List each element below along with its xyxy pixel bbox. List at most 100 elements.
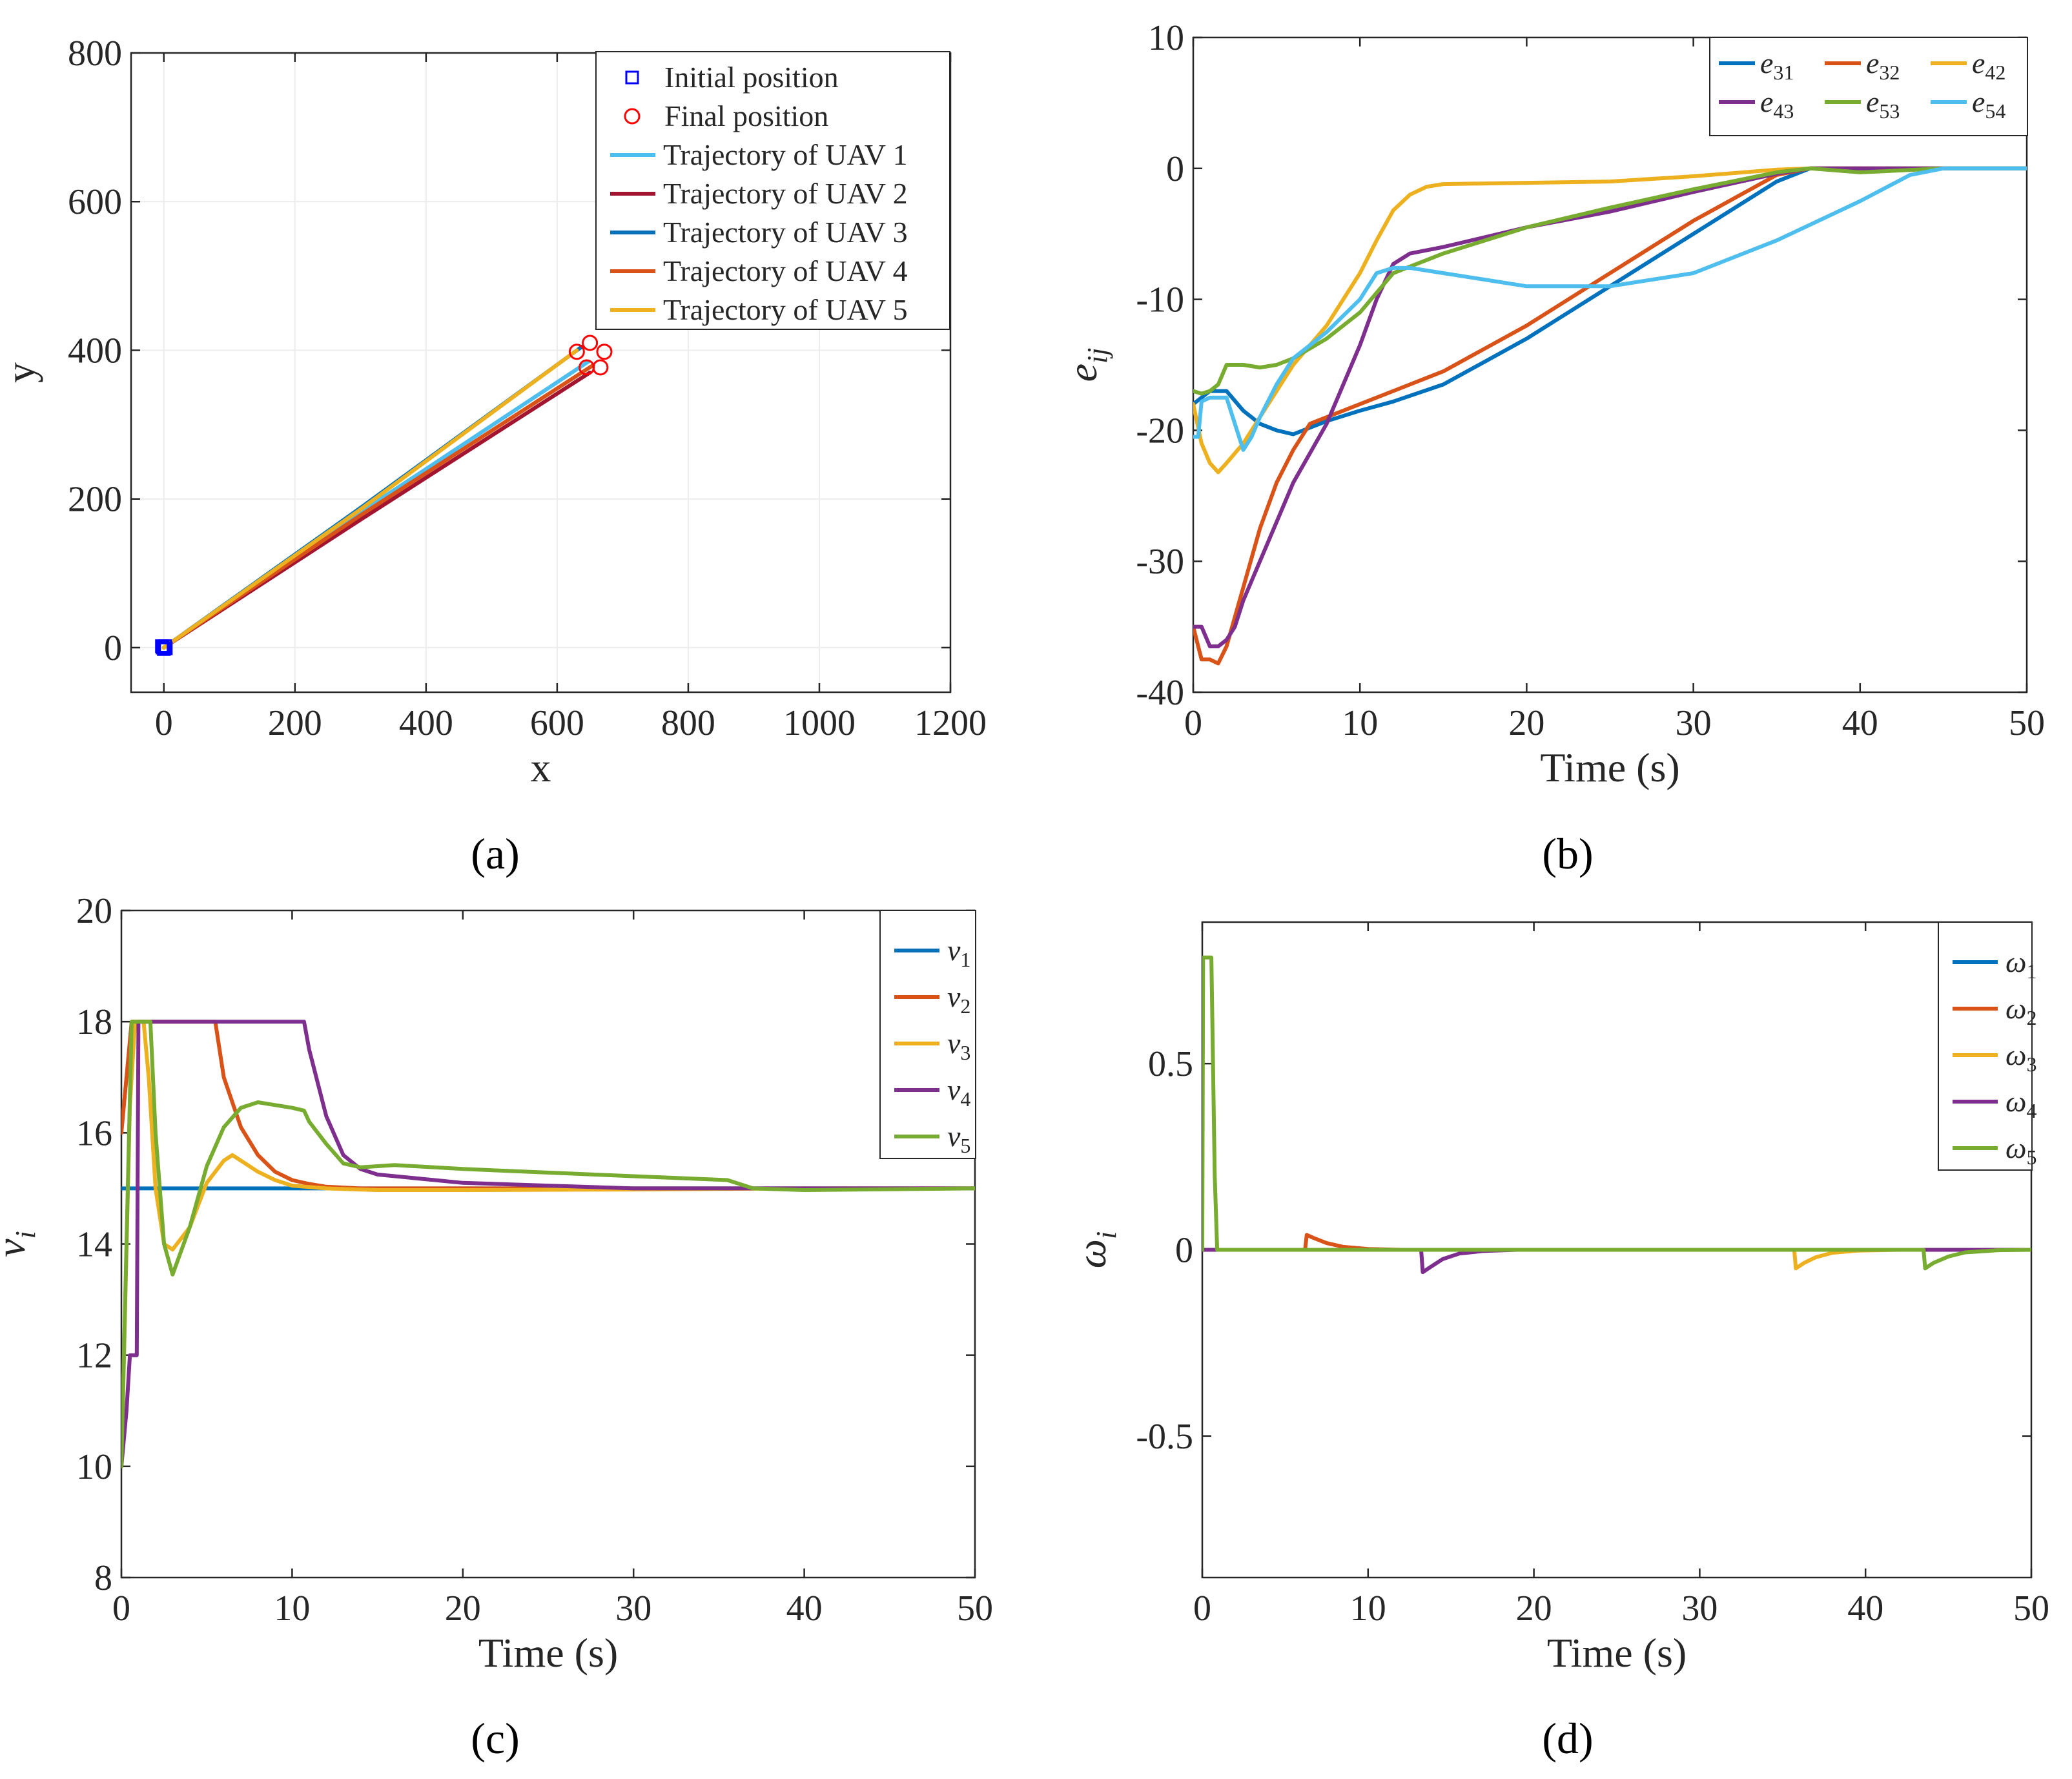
series-line-42: [1193, 166, 2027, 475]
y-axis-label: ωi: [1069, 1231, 1122, 1268]
legend-label: Initial position: [664, 61, 839, 94]
legend-label: Trajectory of UAV 5: [663, 293, 908, 326]
x-tick-label: 20: [1508, 703, 1544, 743]
panel-label-d: (d): [1542, 1714, 1593, 1763]
x-tick-label: 40: [1847, 1589, 1883, 1629]
panel-a-chart: 0 200 400 600 800 1000 1200 0 200 400 600 800 x y Init…: [0, 34, 987, 790]
plot-area: [1193, 166, 2027, 666]
y-tick-label: 600: [68, 182, 122, 222]
x-tick-label: 0: [1193, 1589, 1211, 1629]
legend-label: Trajectory of UAV 1: [663, 138, 908, 171]
series-line-5: [1202, 955, 2031, 1271]
y-tick-label: 18: [76, 1002, 112, 1042]
series-line-32: [1193, 166, 2027, 666]
y-axis-label: vi: [0, 1231, 41, 1257]
plot-area: [1202, 955, 2031, 1275]
x-tick-label: 200: [268, 703, 322, 743]
y-tick-label: 12: [76, 1336, 112, 1376]
legend-label-subscript: 1: [2026, 960, 2036, 983]
y-tick-label: -40: [1136, 673, 1184, 713]
legend-label: Trajectory of UAV 4: [663, 254, 908, 287]
series-line-43: [1193, 166, 2027, 648]
x-tick-label: 20: [1516, 1589, 1552, 1629]
y-tick-label: 20: [76, 891, 112, 931]
legend-label-subscript: 53: [1879, 99, 1900, 123]
legend-marker-initial: [625, 70, 639, 85]
series-line-2: [1202, 1233, 2031, 1252]
panel-label-b: (b): [1542, 829, 1593, 878]
x-tick-label: 20: [445, 1589, 481, 1629]
panel-label-c: (c): [471, 1714, 519, 1763]
y-tick-label: 0: [104, 628, 122, 668]
legend-label-subscript: 3: [960, 1041, 970, 1064]
x-tick-label: 0: [1184, 703, 1202, 743]
x-axis-label: Time (s): [1547, 1630, 1687, 1676]
y-tick-label: 200: [68, 480, 122, 520]
legend-label: Final position: [664, 99, 828, 132]
x-tick-label: 50: [2009, 703, 2045, 743]
panel-b-chart: 0 10 20 30 40 50 -40 -30 -20 -10 0 10 Time (s) eij e31…: [1060, 18, 2045, 790]
y-tick-label: 0: [1166, 149, 1184, 189]
series-line-4: [1202, 1248, 2031, 1275]
x-tick-label: 10: [274, 1589, 310, 1629]
legend-label: ω3: [2005, 1038, 2036, 1076]
legend-label-subscript: 32: [1879, 61, 1900, 84]
axes-box: [120, 909, 976, 1579]
legend: Initial position Final position Trajectory…: [595, 51, 950, 330]
y-tick-label: -30: [1136, 542, 1184, 582]
legend-label-subscript: 1: [960, 948, 970, 971]
legend-label-subscript: 4: [2026, 1099, 2036, 1122]
final-position-marker: [582, 334, 599, 351]
final-position-marker: [596, 344, 613, 360]
x-tick-label: 0: [112, 1589, 130, 1629]
x-tick-label: 30: [615, 1589, 651, 1629]
legend-box: [1709, 37, 2028, 136]
y-tick-label: -20: [1136, 411, 1184, 451]
y-tick-label: 0.5: [1148, 1044, 1193, 1084]
x-tick-label: 10: [1342, 703, 1378, 743]
initial-position-marker: [155, 639, 169, 653]
legend-label-subscript: 3: [2026, 1053, 2036, 1076]
series-line-3: [1202, 1248, 2031, 1271]
series-line-54: [1193, 166, 2027, 452]
y-tick-label: 400: [68, 331, 122, 371]
y-tick-label: 10: [1148, 18, 1184, 58]
series-line-5: [121, 1020, 975, 1468]
legend-marker-final: [624, 108, 641, 125]
legend-label-subscript: 5: [2026, 1146, 2036, 1169]
y-axis-label-subscript: i: [10, 1231, 41, 1239]
legend-label-subscript: 31: [1773, 61, 1794, 84]
legend-label-subscript: 42: [1985, 61, 2005, 84]
legend-label-subscript: 43: [1773, 99, 1794, 123]
x-tick-label: 400: [399, 703, 453, 743]
legend-label-subscript: 5: [960, 1134, 970, 1157]
series-line-3: [121, 1020, 975, 1468]
axes-box: [130, 52, 952, 694]
legend-label: v2: [947, 980, 970, 1018]
legend-label: Trajectory of UAV 2: [663, 177, 908, 210]
x-tick-label: 30: [1676, 703, 1712, 743]
x-tick-label: 0: [155, 703, 173, 743]
x-tick-label: 1200: [914, 703, 987, 743]
x-tick-label: 1000: [783, 703, 856, 743]
y-axis-label-subscript: ij: [1082, 348, 1113, 364]
x-tick-label: 40: [786, 1589, 823, 1629]
series-line-5: [161, 348, 579, 650]
axes-box: [1192, 36, 2028, 694]
y-tick-label: -0.5: [1136, 1417, 1193, 1457]
legend-label-subscript: 2: [2026, 1006, 2036, 1029]
final-position-marker: [568, 344, 585, 360]
series-line-4: [121, 1020, 975, 1468]
y-tick-label: -10: [1136, 280, 1184, 320]
plot-area: [121, 1020, 975, 1468]
x-tick-label: 800: [661, 703, 715, 743]
y-tick-label: 800: [68, 34, 122, 74]
legend-label: Trajectory of UAV 3: [663, 216, 908, 249]
y-tick-label: 16: [76, 1113, 112, 1153]
y-tick-label: 8: [94, 1558, 112, 1598]
x-tick-label: 30: [1681, 1589, 1718, 1629]
y-axis-label: eij: [1060, 348, 1113, 382]
